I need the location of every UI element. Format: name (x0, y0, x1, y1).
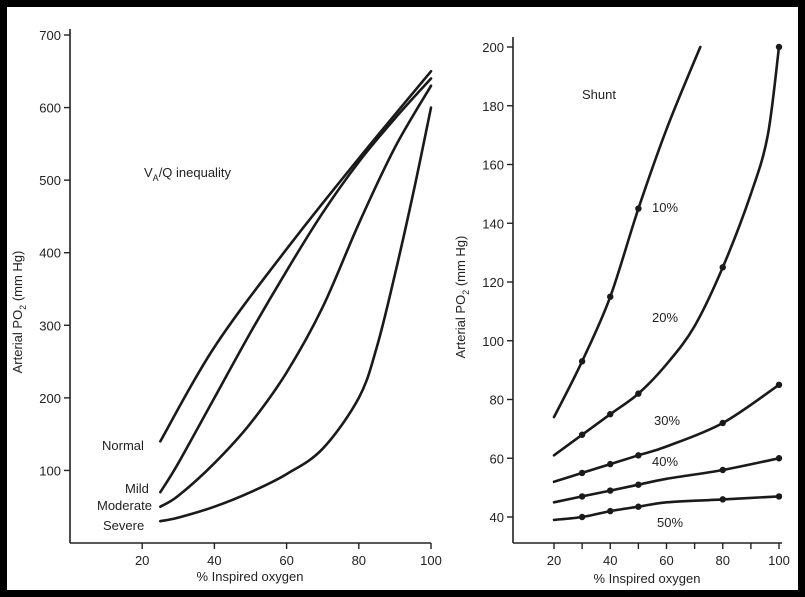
right-data-point-50 (775, 493, 783, 500)
right-data-point-20 (719, 264, 726, 271)
left-series-line-normal (159, 70, 433, 443)
left-series-label-severe: Severe (103, 518, 144, 533)
right-series-label-10: 10% (652, 200, 678, 215)
right-data-point-20 (578, 431, 586, 438)
left-x-tick-label: 40 (207, 553, 221, 568)
left-chart: 20 40 60 80 100 100 200 300 400 500 600 700 Normal M… (10, 28, 442, 584)
left-x-tick-label: 60 (279, 553, 293, 568)
right-data-point-20 (775, 43, 783, 51)
left-y-tick-label: 300 (39, 318, 61, 333)
figure-svg: 20 40 60 80 100 100 200 300 400 500 600 700 Normal M… (10, 28, 790, 586)
right-y-tick-label: 40 (490, 510, 504, 525)
right-data-point-10 (578, 358, 586, 365)
right-data-point-40 (607, 487, 614, 494)
right-x-tick-label: 20 (547, 553, 561, 568)
right-series-label-30: 30% (654, 413, 680, 428)
left-y-tick-label: 200 (39, 391, 61, 406)
right-x-tick-label: 100 (768, 553, 790, 568)
right-data-point-30 (775, 381, 783, 389)
right-data-point-40 (578, 493, 586, 500)
right-x-axis-label: % Inspired oxygen (594, 571, 701, 586)
right-data-point-30 (635, 452, 642, 459)
right-series-line-10 (552, 45, 702, 419)
right-y-tick-label: 100 (482, 334, 504, 349)
left-series-label-normal: Normal (102, 438, 144, 453)
right-data-point-50 (578, 513, 586, 521)
left-series-label-mild: Mild (125, 481, 149, 496)
right-chart: 20 40 60 80 100 40 60 80 100 120 140 160 180 200 10% 2… (453, 37, 790, 586)
right-y-tick-label: 140 (482, 216, 504, 231)
right-data-point-30 (578, 469, 586, 477)
right-y-tick-label: 160 (482, 158, 504, 173)
left-x-tick-label: 100 (420, 553, 442, 568)
left-series-line-moderate (159, 84, 433, 508)
right-data-point-30 (719, 419, 726, 427)
left-series-line-severe (159, 106, 433, 523)
right-data-point-50 (607, 507, 614, 515)
right-data-point-10 (635, 205, 642, 212)
left-series-label-moderate: Moderate (97, 498, 152, 513)
left-y-tick-label: 100 (39, 463, 61, 478)
right-y-tick-label: 200 (482, 40, 504, 55)
right-data-point-20 (607, 410, 614, 418)
right-y-tick-label: 180 (482, 99, 504, 114)
right-series-label-40: 40% (652, 454, 678, 469)
right-data-point-30 (607, 460, 614, 468)
right-y-tick-label: 120 (482, 275, 504, 290)
figure-canvas: 20 40 60 80 100 100 200 300 400 500 600 700 Normal M… (7, 7, 798, 590)
right-data-point-40 (635, 481, 642, 488)
right-annotation-title: Shunt (582, 87, 616, 102)
right-y-tick-label: 60 (490, 451, 504, 466)
right-x-tick-label: 60 (659, 553, 673, 568)
right-y-axis-label: Arterial PO2 (mm Hg) (453, 236, 471, 359)
right-data-point-40 (775, 455, 783, 462)
right-x-tick-label: 80 (716, 553, 730, 568)
left-y-tick-label: 700 (39, 28, 61, 43)
right-series-line-20 (552, 45, 781, 457)
left-y-axis-label: Arterial PO2 (mm Hg) (10, 251, 28, 374)
right-series-label-20: 20% (652, 310, 678, 325)
left-annotation-title: VA/Q inequality (144, 165, 231, 183)
right-data-point-40 (719, 466, 726, 474)
right-data-point-20 (635, 390, 642, 397)
right-data-point-50 (719, 496, 726, 503)
right-x-tick-label: 40 (603, 553, 617, 568)
left-x-axis-label: % Inspired oxygen (197, 569, 304, 584)
left-x-tick-label: 80 (352, 553, 366, 568)
right-y-tick-label: 80 (490, 393, 504, 408)
left-y-tick-label: 500 (39, 173, 61, 188)
right-data-point-10 (607, 293, 614, 300)
left-y-tick-label: 600 (39, 101, 61, 116)
right-series-label-50: 50% (657, 515, 683, 530)
left-x-tick-label: 20 (135, 553, 149, 568)
left-y-tick-label: 400 (39, 246, 61, 261)
right-data-point-50 (635, 503, 642, 510)
left-series-line-mild (159, 77, 433, 494)
